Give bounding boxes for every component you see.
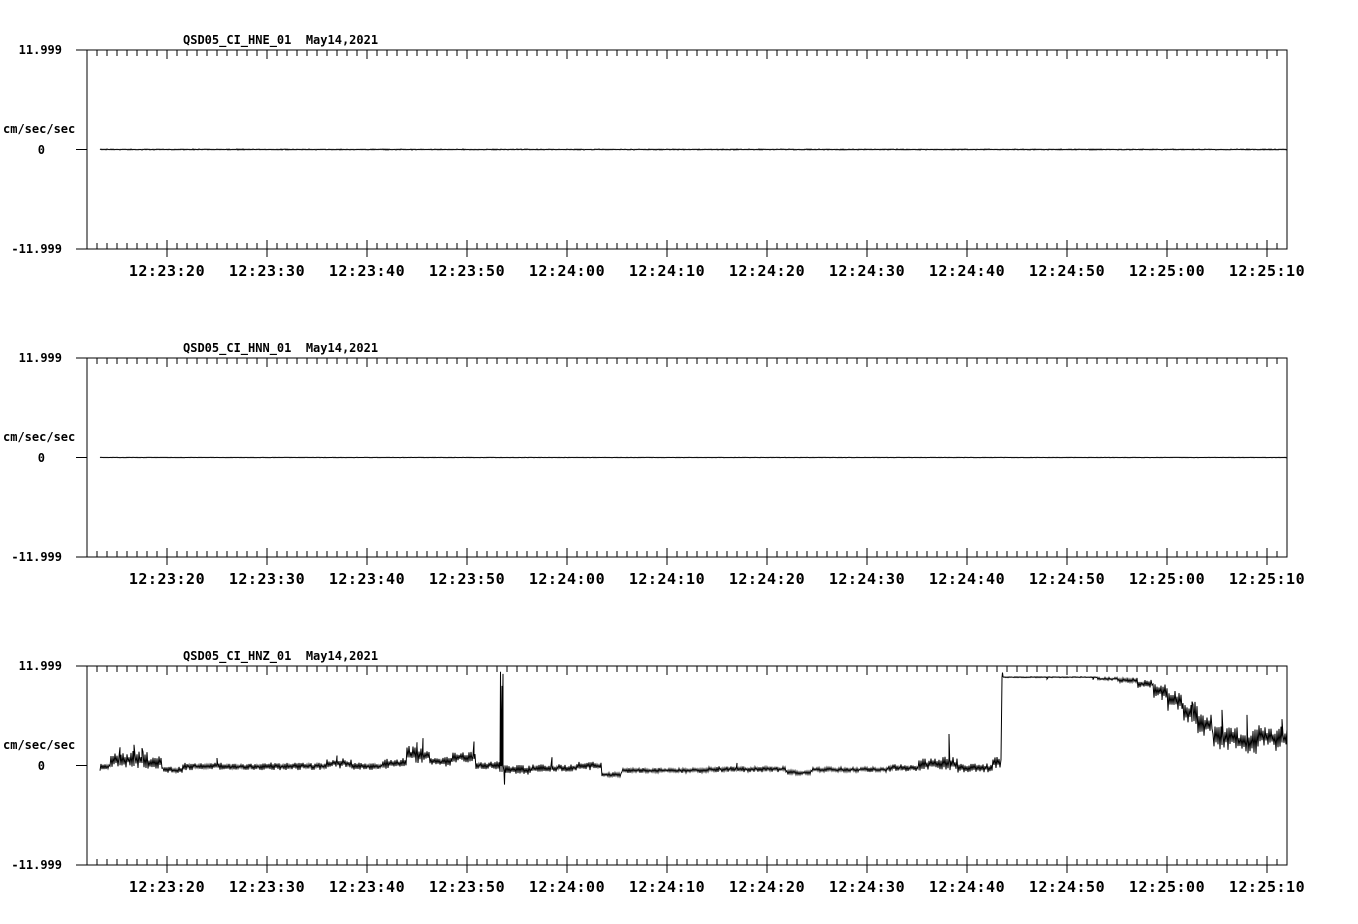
x-tick-label: 12:23:40 <box>328 262 406 280</box>
y-axis-min-label: -11.999 <box>11 550 62 564</box>
y-axis-max-label: 11.999 <box>18 43 62 57</box>
x-tick-label: 12:25:00 <box>1128 570 1206 588</box>
x-tick-label: 12:23:40 <box>328 878 406 896</box>
y-axis-max-label: 11.999 <box>18 659 62 673</box>
x-tick-label: 12:24:20 <box>728 262 806 280</box>
y-axis-zero-label: 0 <box>37 451 45 465</box>
waveform-trace-QSD05_CI_HNZ_01 <box>99 671 1288 785</box>
y-axis-unit-label: cm/sec/sec <box>3 430 76 444</box>
x-tick-label: 12:25:00 <box>1128 878 1206 896</box>
x-tick-label: 12:24:10 <box>628 878 706 896</box>
x-tick-label: 12:23:40 <box>328 570 406 588</box>
x-tick-label: 12:24:00 <box>528 570 606 588</box>
y-axis-min-label: -11.999 <box>11 858 62 872</box>
x-tick-label: 12:23:50 <box>428 570 506 588</box>
x-tick-label: 12:23:30 <box>228 570 306 588</box>
x-tick-label: 12:24:20 <box>728 570 806 588</box>
panel-title: QSD05_CI_HNE_01 May14,2021 <box>183 33 379 47</box>
y-axis-zero-label: 0 <box>37 143 45 157</box>
x-tick-label: 12:24:20 <box>728 878 806 896</box>
waveform-trace-QSD05_CI_HNN_01 <box>99 456 1288 459</box>
x-tick-label: 12:24:40 <box>928 262 1006 280</box>
y-axis-max-label: 11.999 <box>18 351 62 365</box>
waveform-trace-QSD05_CI_HNE_01 <box>99 148 1288 151</box>
x-tick-label: 12:24:30 <box>828 878 906 896</box>
x-tick-label: 12:24:00 <box>528 262 606 280</box>
x-tick-label: 12:24:30 <box>828 262 906 280</box>
y-axis-zero-label: 0 <box>37 759 45 773</box>
panel-title: QSD05_CI_HNN_01 May14,2021 <box>183 341 379 355</box>
axes-and-ticks <box>76 49 1288 873</box>
x-tick-label: 12:24:30 <box>828 570 906 588</box>
x-tick-label: 12:24:10 <box>628 570 706 588</box>
x-tick-label: 12:23:20 <box>128 570 206 588</box>
x-tick-label: 12:23:50 <box>428 262 506 280</box>
x-tick-label: 12:24:50 <box>1028 570 1106 588</box>
x-tick-label: 12:25:10 <box>1228 262 1306 280</box>
x-tick-label: 12:23:30 <box>228 878 306 896</box>
x-tick-label: 12:24:40 <box>928 570 1006 588</box>
x-tick-label: 12:23:20 <box>128 262 206 280</box>
panel-title: QSD05_CI_HNZ_01 May14,2021 <box>183 649 379 663</box>
x-tick-label: 12:24:50 <box>1028 878 1106 896</box>
x-tick-label: 12:23:30 <box>228 262 306 280</box>
x-tick-label: 12:24:50 <box>1028 262 1106 280</box>
x-tick-label: 12:24:00 <box>528 878 606 896</box>
x-tick-label: 12:24:40 <box>928 878 1006 896</box>
x-tick-label: 12:25:10 <box>1228 570 1306 588</box>
y-axis-unit-label: cm/sec/sec <box>3 738 76 752</box>
x-tick-label: 12:25:10 <box>1228 878 1306 896</box>
y-axis-min-label: -11.999 <box>11 242 62 256</box>
x-tick-label: 12:24:10 <box>628 262 706 280</box>
x-tick-label: 12:25:00 <box>1128 262 1206 280</box>
y-axis-unit-label: cm/sec/sec <box>3 122 76 136</box>
x-tick-label: 12:23:50 <box>428 878 506 896</box>
x-tick-label: 12:23:20 <box>128 878 206 896</box>
